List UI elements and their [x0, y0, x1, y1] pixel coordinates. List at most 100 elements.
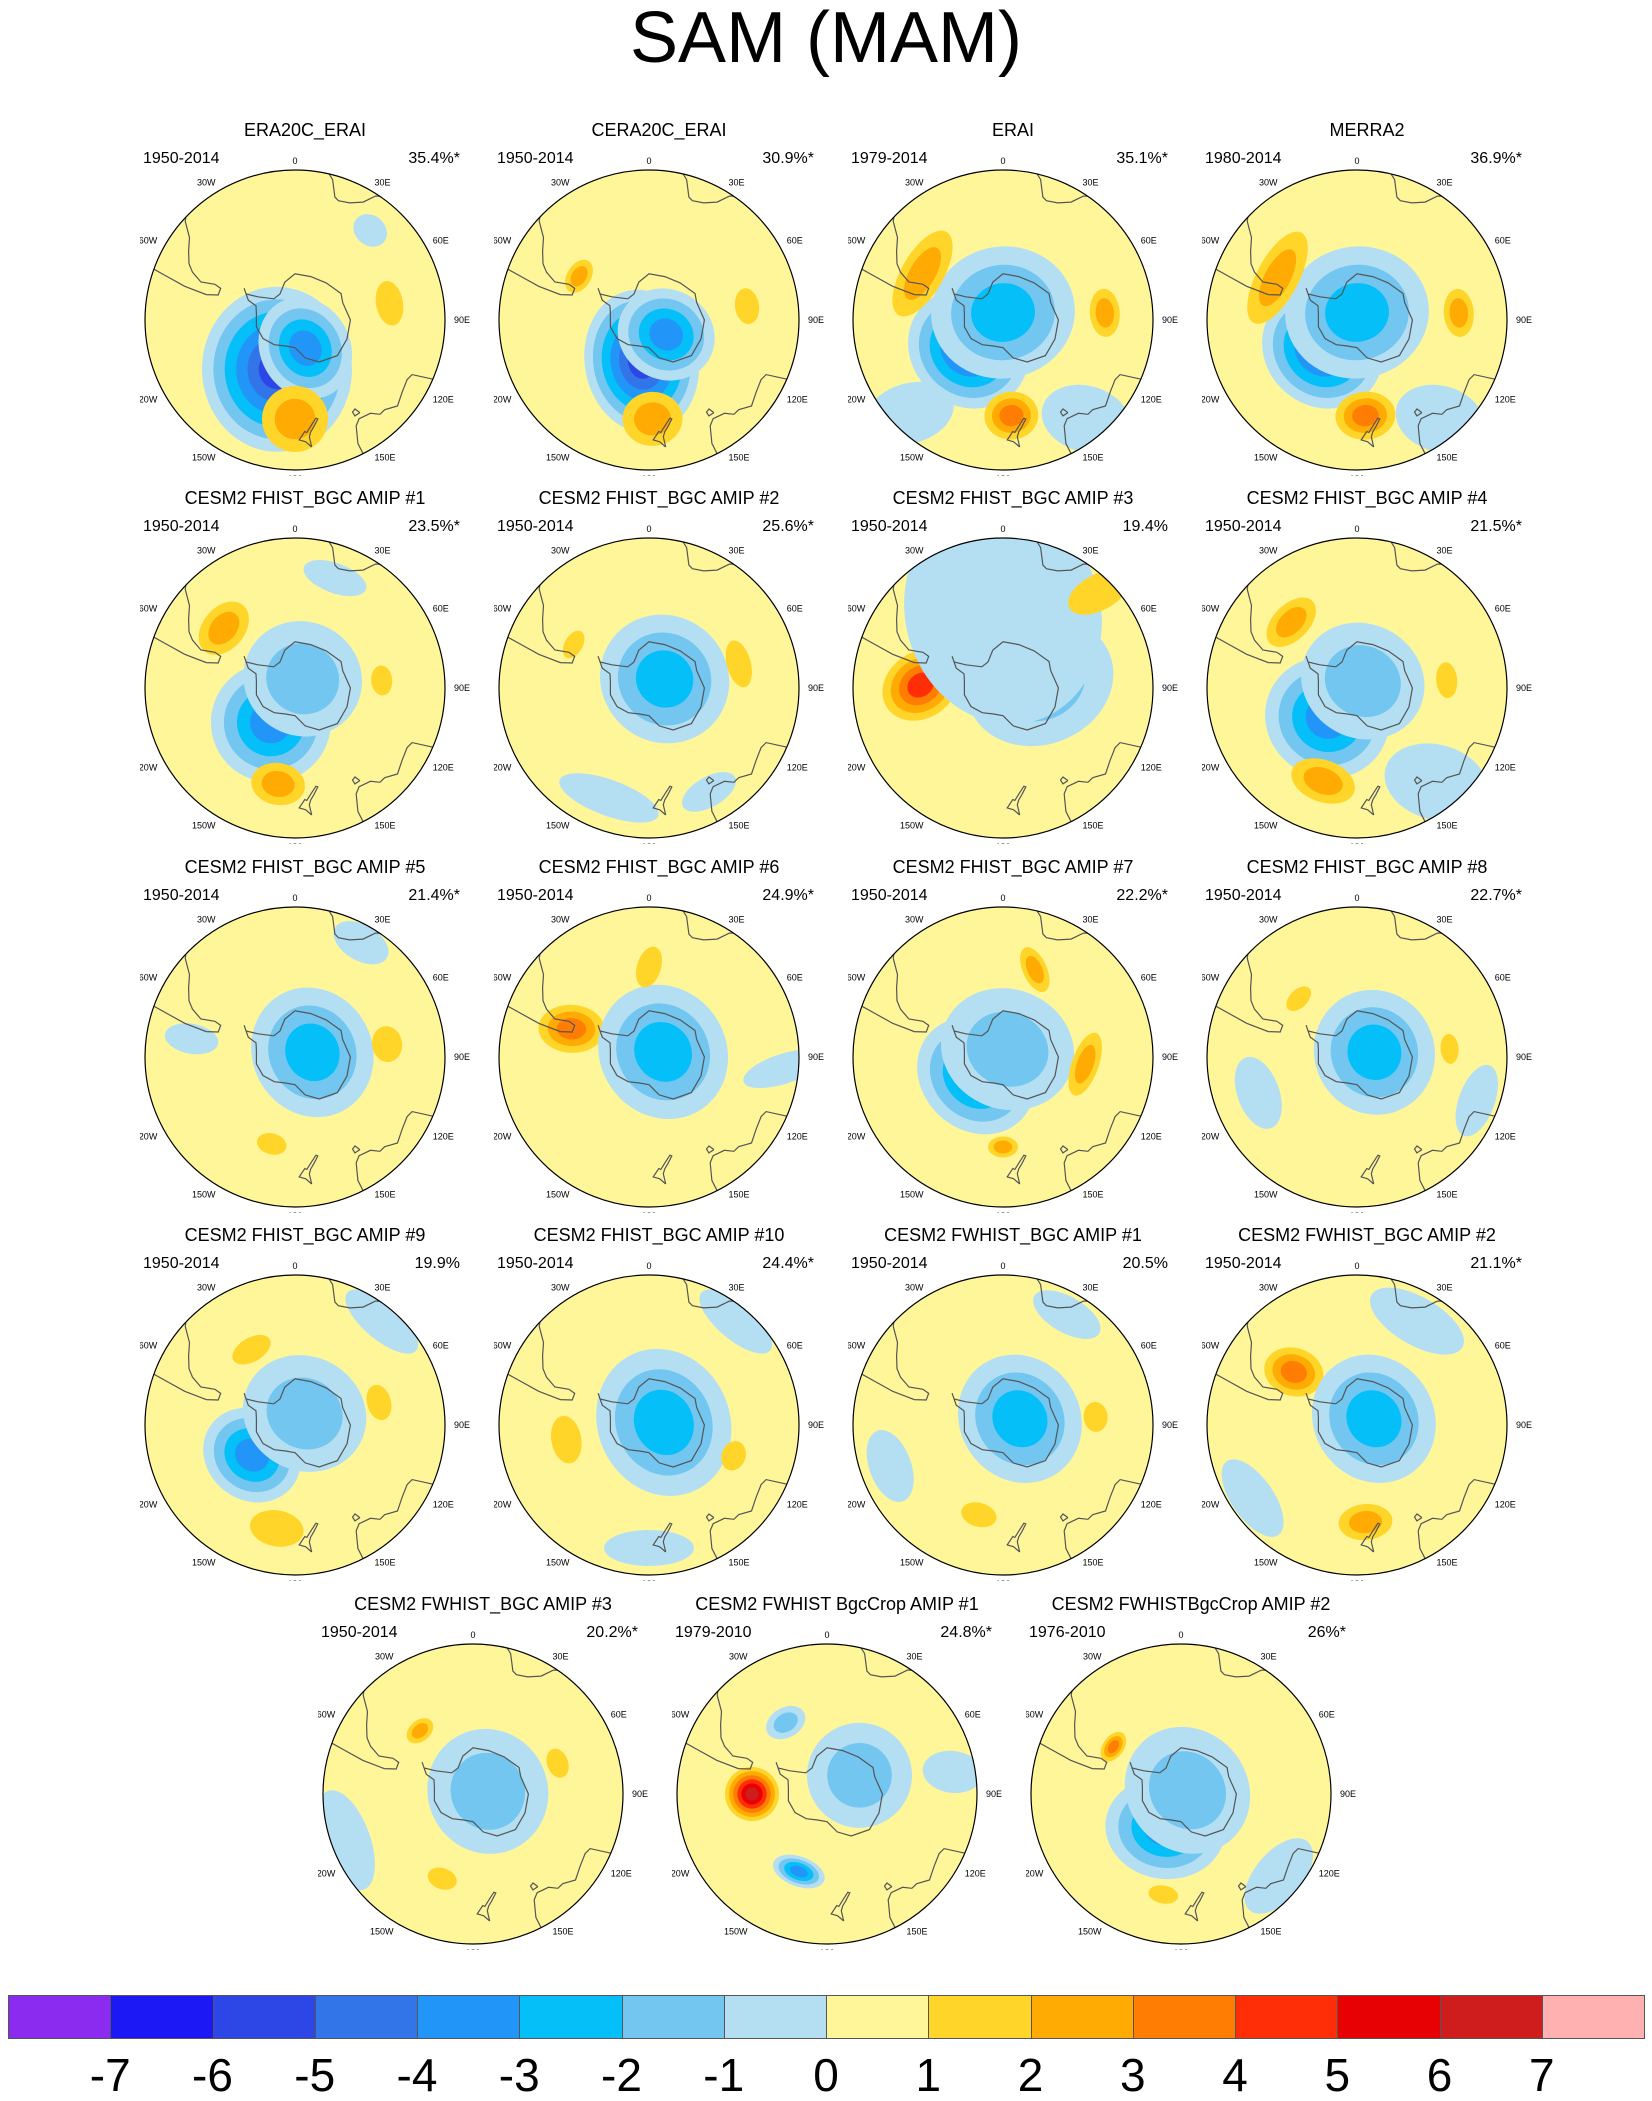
colorbar-label: 6 — [1426, 2049, 1453, 2101]
longitude-label: 150W — [192, 821, 216, 831]
longitude-label: 30W — [1259, 1282, 1278, 1292]
panel-period: 1950-2014 — [497, 887, 574, 904]
longitude-label: 180 — [1349, 1211, 1364, 1213]
coastline — [1237, 1882, 1247, 1891]
longitude-label: 90E — [1516, 1420, 1532, 1430]
contour-region — [1369, 1287, 1465, 1355]
polar-map: 030E60E90E120E150E180150W120W90W60W30W — [140, 524, 470, 844]
longitude-label: 150E — [375, 821, 396, 831]
coastline — [652, 1154, 673, 1185]
polar-map: 030E60E90E120E150E180150W120W90W60W30W — [1202, 893, 1532, 1213]
coastline — [351, 1145, 361, 1154]
longitude-label: 90E — [1162, 1052, 1178, 1062]
coastline — [1305, 641, 1414, 731]
longitude-label: 120E — [965, 1869, 986, 1879]
longitude-label: 150W — [900, 821, 924, 831]
coastline — [150, 941, 222, 1033]
map-border — [498, 906, 800, 1208]
contour-region — [1440, 1033, 1459, 1064]
longitude-label: 0 — [646, 524, 651, 534]
contour-region — [1280, 1361, 1307, 1383]
coastline — [298, 1522, 319, 1553]
colorbar-label: 5 — [1324, 2049, 1351, 2101]
longitude-label: 120W — [848, 763, 866, 773]
longitude-label: 30W — [375, 1651, 394, 1661]
longitude-label: 60E — [787, 973, 803, 983]
coastline — [951, 273, 1060, 363]
polar-map: 030E60E90E120E150E180150W120W90W60W30W — [140, 156, 470, 476]
colorbar-label: -7 — [89, 2049, 131, 2101]
contour-region — [1348, 1510, 1383, 1534]
longitude-label: 120W — [1026, 1869, 1044, 1879]
colorbar-segment — [110, 1995, 214, 2039]
longitude-label: 60W — [672, 1710, 690, 1720]
coastline — [355, 1478, 436, 1559]
longitude-label: 0 — [292, 524, 297, 534]
coastline — [529, 1882, 539, 1891]
longitude-label: 60W — [848, 973, 866, 983]
longitude-label: 0 — [646, 156, 651, 166]
longitude-label: 150E — [1437, 1558, 1458, 1568]
longitude-label: 30E — [1083, 914, 1099, 924]
longitude-label: 60W — [848, 1341, 866, 1351]
longitude-label: 180 — [287, 474, 302, 476]
contour-region — [904, 538, 1102, 725]
colorbar-label: -1 — [703, 2049, 745, 2101]
longitude-label: 150E — [907, 1927, 928, 1937]
longitude-label: 30E — [729, 545, 745, 555]
longitude-label: 30E — [375, 914, 391, 924]
longitude-label: 30E — [729, 1282, 745, 1292]
longitude-label: 120W — [494, 395, 512, 405]
contour-region — [266, 1377, 343, 1450]
colorbar-segment — [519, 1995, 623, 2039]
longitude-label: 0 — [1178, 1630, 1183, 1640]
coastline — [1063, 1110, 1144, 1191]
panel-title: CESM2 FHIST_BGC AMIP #2 — [538, 488, 780, 508]
contour-region — [1346, 1390, 1402, 1448]
longitude-label: 90E — [1516, 1052, 1532, 1062]
longitude-label: 0 — [1000, 524, 1005, 534]
longitude-label: 90E — [808, 315, 824, 325]
longitude-label: 120W — [140, 1132, 158, 1142]
longitude-label: 120W — [848, 1132, 866, 1142]
longitude-label: 60W — [494, 604, 512, 614]
longitude-label: 60E — [1495, 604, 1511, 614]
longitude-label: 60W — [140, 236, 158, 246]
longitude-label: 150W — [192, 453, 216, 463]
polar-map: 030E60E90E120E150E180150W120W90W60W30W — [848, 893, 1178, 1213]
polar-map: 030E60E90E120E150E180150W120W90W60W30W — [848, 524, 1178, 844]
longitude-label: 120E — [1495, 1132, 1516, 1142]
longitude-label: 120E — [1141, 1132, 1162, 1142]
coastline — [533, 1847, 614, 1928]
contour-region — [1325, 283, 1389, 342]
coastline — [1360, 417, 1381, 448]
longitude-label: 150E — [1261, 1927, 1282, 1937]
polar-map: 030E60E90E120E150E180150W120W90W60W30W — [848, 1261, 1178, 1581]
coastline — [1413, 776, 1423, 785]
contour-region — [285, 1023, 340, 1082]
coastline — [1360, 1522, 1381, 1553]
map-border — [852, 1274, 1154, 1576]
longitude-label: 30E — [1437, 177, 1453, 187]
longitude-label: 60W — [494, 236, 512, 246]
panel-variance-pct: 21.1%* — [1470, 1255, 1522, 1272]
longitude-label: 30E — [1083, 1282, 1099, 1292]
polar-map: 030E60E90E120E150E180150W120W90W60W30W — [1202, 156, 1532, 476]
longitude-label: 60W — [494, 973, 512, 983]
longitude-label: 90E — [1516, 315, 1532, 325]
panel-variance-pct: 25.6%* — [762, 518, 814, 535]
longitude-label: 180 — [995, 842, 1010, 844]
longitude-label: 120W — [672, 1869, 690, 1879]
longitude-label: 30W — [905, 177, 924, 187]
panel-title: CESM2 FHIST_BGC AMIP #8 — [1246, 857, 1488, 877]
longitude-label: 60W — [1202, 973, 1220, 983]
longitude-label: 150E — [1083, 1190, 1104, 1200]
colorbar-label: -5 — [294, 2049, 336, 2101]
longitude-label: 60E — [787, 1341, 803, 1351]
map-border — [498, 169, 800, 471]
longitude-label: 30E — [1083, 177, 1099, 187]
longitude-label: 30E — [1437, 1282, 1453, 1292]
longitude-label: 120W — [1202, 395, 1220, 405]
contour-region — [633, 1389, 694, 1456]
coastline — [705, 776, 715, 785]
